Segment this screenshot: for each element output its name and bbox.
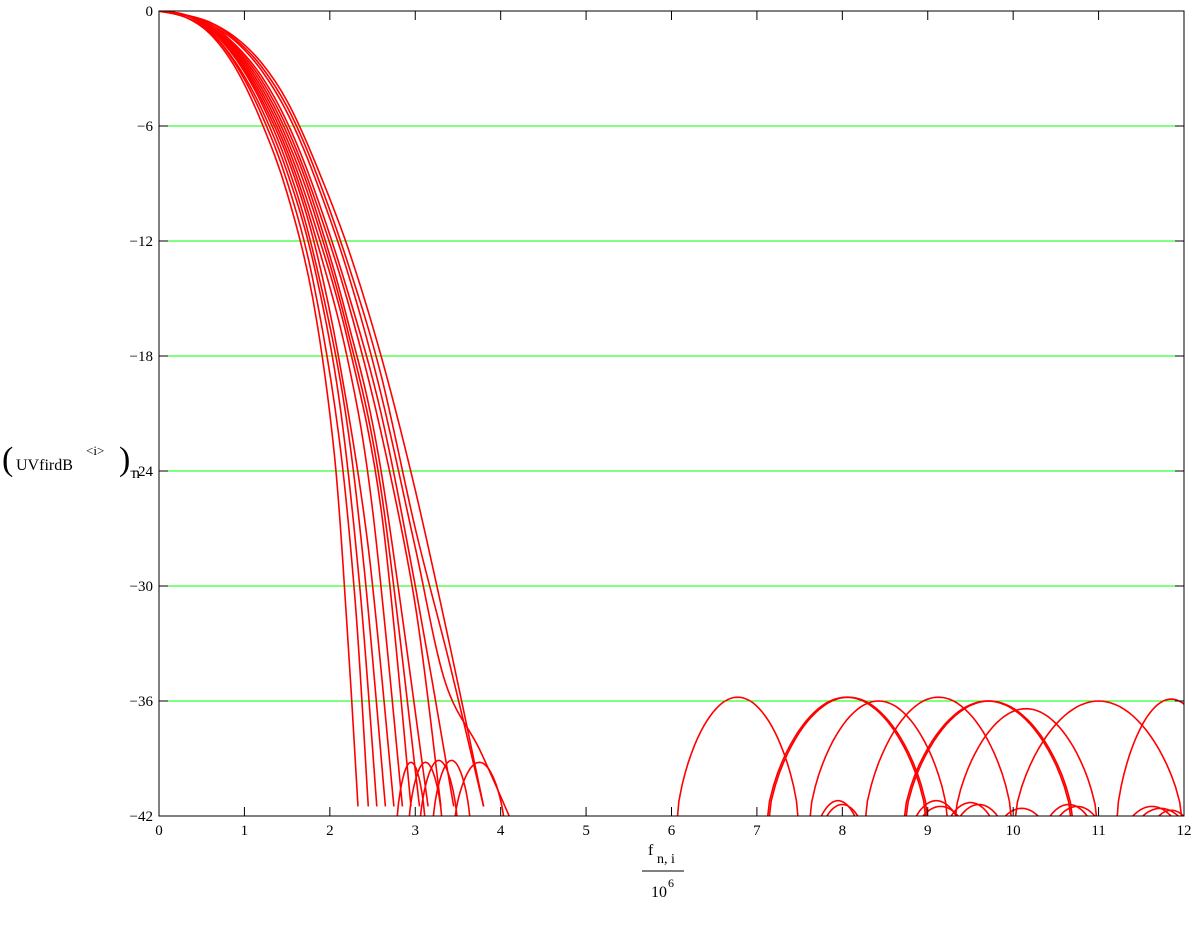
y-tick-label: −12	[130, 234, 153, 250]
sidelobe-curve	[1049, 803, 1089, 816]
rolloff-curve	[159, 11, 421, 807]
x-tick-label: 3	[412, 823, 420, 839]
x-tick-label: 10	[1006, 823, 1021, 839]
y-tick-label: −42	[130, 809, 153, 825]
y-label-close-paren: )	[119, 441, 130, 478]
x-label-denominator-base: 10	[651, 884, 667, 901]
x-tick-label: 11	[1091, 823, 1105, 839]
sidelobe-curve	[676, 696, 799, 816]
rolloff-curve	[159, 11, 485, 807]
series-curves	[159, 11, 1184, 816]
y-axis-label: ( UVfirdB <i> ) n	[2, 441, 140, 482]
y-tick-label: −18	[130, 349, 153, 365]
rolloff-curve	[159, 11, 395, 807]
sidelobe-curve	[905, 700, 1074, 816]
x-tick-label: 2	[326, 823, 334, 839]
sidelobe-curve	[1116, 698, 1184, 816]
x-tick-label: 1	[241, 823, 249, 839]
y-tick-label: −36	[130, 694, 154, 710]
sidelobe-curve	[915, 799, 958, 816]
sidelobe-curve	[864, 696, 1012, 816]
rolloff-curve	[159, 11, 510, 816]
sidelobe-curve	[954, 707, 1098, 816]
sidelobe-curve	[1004, 807, 1040, 816]
plot-frame	[158, 10, 1185, 817]
sidelobe-curve	[432, 759, 471, 816]
sidelobe-curve	[408, 761, 443, 816]
x-tick-label: 6	[668, 823, 676, 839]
rolloff-curve	[159, 11, 485, 807]
x-label-numerator-base: f	[648, 842, 654, 859]
y-tick-label: −6	[137, 119, 153, 135]
sidelobe-curve	[1014, 700, 1183, 816]
x-tick-label: 12	[1177, 823, 1192, 839]
sidelobe-curve	[768, 696, 928, 816]
x-tick-label: 4	[497, 823, 505, 839]
rolloff-curve	[159, 11, 359, 807]
x-tick-label: 8	[839, 823, 847, 839]
sidelobe-curve	[396, 761, 426, 816]
sidelobe-curve	[921, 805, 960, 816]
x-tick-label: 0	[155, 823, 163, 839]
y-tick-label: −30	[130, 579, 153, 595]
sidelobe-curve	[419, 759, 458, 816]
sidelobe-curve	[809, 700, 948, 816]
y-tick-label: −24	[130, 464, 154, 480]
x-label-denominator-exponent: 6	[668, 876, 674, 890]
sidelobe-curve	[454, 761, 505, 816]
x-axis-label: f n, i 10 6	[642, 842, 684, 901]
x-tick-label: 9	[924, 823, 932, 839]
rolloff-curve	[159, 11, 442, 807]
x-tick-label: 7	[753, 823, 761, 839]
sidelobe-curve	[1157, 809, 1184, 816]
y-label-base: UVfirdB	[16, 457, 73, 474]
x-tick-label: 5	[582, 823, 590, 839]
rolloff-curve	[159, 11, 378, 807]
y-tick-label: 0	[146, 4, 154, 20]
sidelobe-curve	[1141, 807, 1180, 816]
grid-lines	[159, 125, 1184, 702]
axis-ticks: 0 1 2 3 4 5 6 7 8 9 10 11 120−6−12−18−24−30−36−42	[130, 4, 1192, 839]
rolloff-curve	[159, 11, 370, 807]
x-label-numerator-subscript: n, i	[657, 852, 675, 867]
y-label-superscript: <i>	[86, 443, 104, 458]
sidelobe-curve	[820, 799, 856, 816]
sidelobe-curve	[959, 803, 999, 816]
sidelobe-curve	[826, 803, 859, 816]
y-label-open-paren: (	[2, 441, 13, 478]
rolloff-curve	[159, 11, 455, 807]
sidelobe-curve	[950, 801, 991, 816]
y-label-subscript: n	[132, 465, 140, 482]
rolloff-curve	[159, 11, 429, 807]
